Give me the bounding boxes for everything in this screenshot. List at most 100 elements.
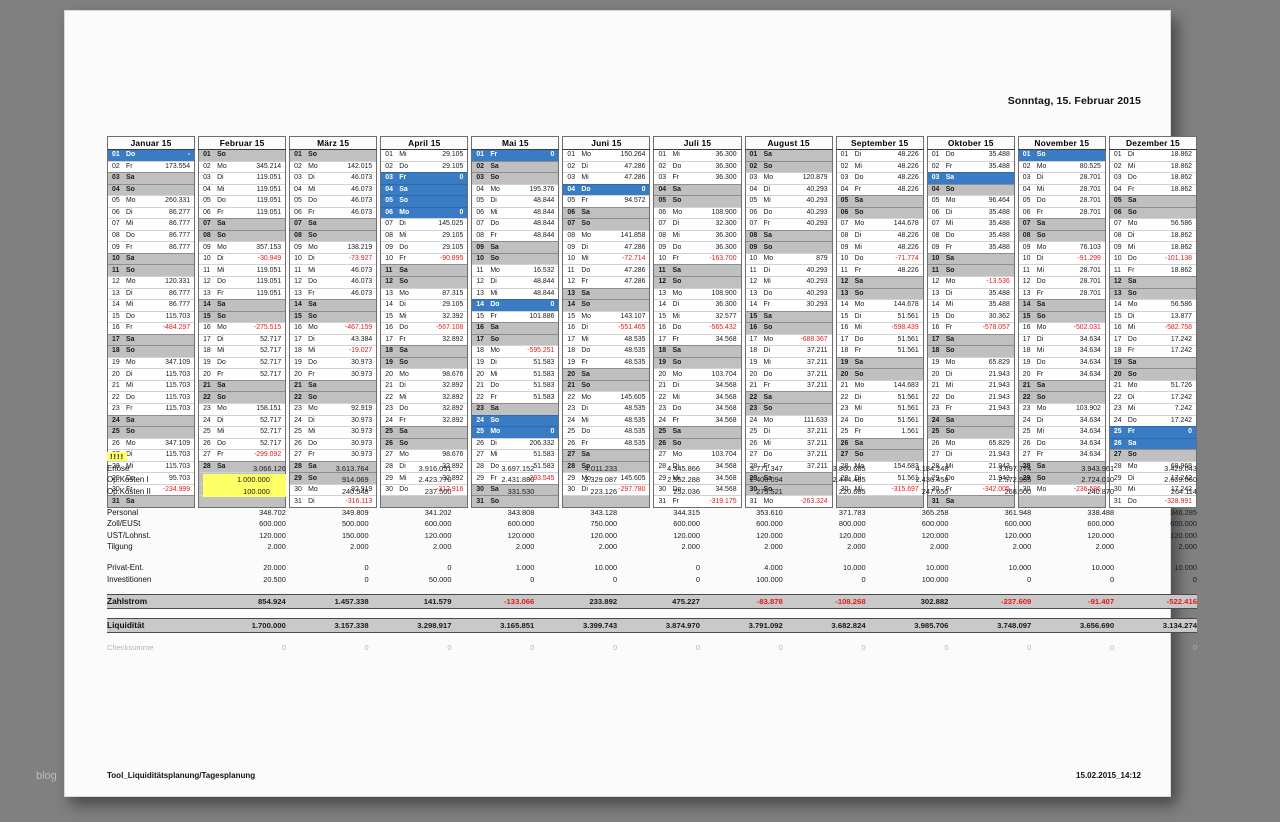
summary-cell[interactable]: -133.066: [451, 593, 535, 609]
day-cell[interactable]: 14 Sa: [289, 299, 378, 312]
day-cell[interactable]: 22 Fr 51.583: [471, 391, 560, 404]
day-cell[interactable]: 10 Di -91.299: [1017, 252, 1106, 265]
day-cell[interactable]: 04 Mi 46.073: [289, 183, 378, 196]
summary-cell[interactable]: 4.011.233: [584, 463, 618, 473]
day-cell[interactable]: 11 Sa: [380, 264, 469, 277]
summary-cell[interactable]: 1.000: [515, 563, 535, 573]
day-cell[interactable]: 06 Do 40.293: [744, 206, 833, 219]
summary-cell[interactable]: 854.924: [203, 593, 286, 609]
summary-cell[interactable]: 600.000: [424, 519, 452, 529]
summary-cell[interactable]: 0: [1192, 574, 1197, 584]
day-cell[interactable]: 01 Mo 150.264: [562, 149, 651, 162]
day-cell[interactable]: 17 Do 51.561: [835, 333, 924, 346]
day-cell[interactable]: 20 Di 21.943: [926, 368, 1015, 381]
day-cell[interactable]: 02 Do 36.300: [653, 160, 742, 173]
day-cell[interactable]: 19 So: [653, 356, 742, 369]
day-cell[interactable]: 03 Fr 0: [380, 172, 469, 185]
summary-cell[interactable]: 3.298.917: [368, 617, 452, 633]
summary-cell[interactable]: 0: [281, 643, 286, 653]
day-cell[interactable]: 26 Mi 37.211: [744, 437, 833, 450]
summary-cell[interactable]: 0: [364, 574, 369, 584]
day-cell[interactable]: 26 Di 206.332: [471, 437, 560, 450]
day-cell[interactable]: 19 Mo 65.829: [926, 356, 1015, 369]
day-cell[interactable]: 06 Di 86.277: [106, 206, 196, 219]
summary-cell[interactable]: 150.000: [341, 530, 369, 540]
day-cell[interactable]: 26 Do 30.973: [289, 437, 378, 450]
day-cell[interactable]: 04 Mo 195.376: [471, 183, 560, 196]
day-cell[interactable]: 01 Do -: [106, 149, 196, 162]
summary-cell[interactable]: 2.609.060: [1164, 475, 1197, 485]
day-cell[interactable]: 28 Di 34.568: [653, 460, 742, 473]
day-cell[interactable]: 23 Mo 103.902: [1017, 403, 1106, 416]
day-cell[interactable]: 02 Mi 48.226: [835, 160, 924, 173]
summary-cell[interactable]: 120.000: [590, 530, 618, 540]
day-cell[interactable]: 22 Do 21.943: [926, 391, 1015, 404]
day-cell[interactable]: 04 So: [106, 183, 196, 196]
summary-cell[interactable]: 20.500: [263, 574, 286, 584]
day-cell[interactable]: 16 Mo -502.031: [1017, 322, 1106, 335]
summary-cell[interactable]: 247.650: [921, 487, 949, 497]
day-cell[interactable]: 22 Di 17.242: [1108, 391, 1198, 404]
summary-cell[interactable]: 2.423.770: [418, 475, 452, 485]
day-cell[interactable]: 10 Mi -72.714: [562, 252, 651, 265]
day-cell[interactable]: 17 Di 34.634: [1017, 333, 1106, 346]
day-cell[interactable]: 06 Di 35.488: [926, 206, 1015, 219]
summary-cell[interactable]: 0: [364, 643, 369, 653]
day-cell[interactable]: 11 Fr 18.862: [1108, 264, 1198, 277]
day-cell[interactable]: 07 Di 145.025: [380, 218, 469, 231]
summary-cell[interactable]: 2.000: [267, 542, 286, 552]
day-cell[interactable]: 10 So: [471, 252, 560, 265]
day-cell[interactable]: 15 Do 30.362: [926, 310, 1015, 323]
summary-cell[interactable]: 220.685: [838, 487, 866, 497]
day-cell[interactable]: 14 Di 36.300: [653, 299, 742, 312]
day-cell[interactable]: 21 Mo 144.683: [835, 379, 924, 392]
day-cell[interactable]: 18 So: [926, 345, 1015, 358]
day-cell[interactable]: 17 Mi 48.535: [562, 333, 651, 346]
day-cell[interactable]: 12 Sa: [835, 276, 924, 289]
day-cell[interactable]: 12 Do 119.051: [198, 276, 287, 289]
summary-cell[interactable]: 600.000: [673, 519, 700, 529]
day-cell[interactable]: 17 Mo -688.367: [744, 333, 833, 346]
day-cell[interactable]: 14 Mo 144.678: [835, 299, 924, 312]
summary-cell[interactable]: 240.548: [341, 487, 369, 497]
day-cell[interactable]: 08 Di 48.226: [835, 229, 924, 242]
day-cell[interactable]: 24 Fr 32.892: [380, 414, 469, 427]
day-cell[interactable]: 24 Mo 111.633: [744, 414, 833, 427]
summary-cell[interactable]: 275.521: [756, 487, 783, 497]
day-cell[interactable]: 03 Mo 120.879: [744, 172, 833, 185]
day-cell[interactable]: 25 Fr 0: [1108, 426, 1198, 439]
day-cell[interactable]: 28 Do 51.583: [471, 460, 560, 473]
day-cell[interactable]: 09 So: [744, 241, 833, 254]
day-cell[interactable]: 17 Fr 34.568: [653, 333, 742, 346]
summary-cell[interactable]: -237.609: [948, 593, 1032, 609]
day-cell[interactable]: 05 So: [380, 195, 469, 208]
summary-cell[interactable]: 3.985.706: [865, 617, 949, 633]
summary-cell[interactable]: 120.000: [1087, 530, 1115, 540]
day-cell[interactable]: 17 Sa: [106, 333, 196, 346]
day-cell[interactable]: 28 Sa: [1017, 460, 1106, 473]
summary-cell[interactable]: 0: [695, 574, 700, 584]
summary-cell[interactable]: 2.431.880: [501, 475, 535, 485]
day-cell[interactable]: 13 Mo 87.315: [380, 287, 469, 300]
day-cell[interactable]: 04 Mi 119.051: [198, 183, 287, 196]
day-cell[interactable]: 31 So: [471, 495, 560, 508]
summary-cell[interactable]: 10.000: [925, 563, 949, 573]
day-cell[interactable]: 08 Do 35.488: [926, 229, 1015, 242]
day-cell[interactable]: 08 Mo 141.858: [562, 229, 651, 242]
day-cell[interactable]: 08 So: [198, 229, 287, 242]
day-cell[interactable]: 24 So: [471, 414, 560, 427]
day-cell[interactable]: 07 Mi 35.488: [926, 218, 1015, 231]
day-cell[interactable]: 18 Fr 51.561: [835, 345, 924, 358]
summary-cell[interactable]: 2.000: [1012, 542, 1032, 552]
day-cell[interactable]: 27 Mi 51.583: [471, 449, 560, 462]
day-cell[interactable]: 30 Do -312.916: [380, 483, 469, 496]
summary-cell[interactable]: 264.114: [1170, 487, 1197, 497]
day-cell[interactable]: 12 Do 46.073: [289, 276, 378, 289]
summary-cell[interactable]: 800.000: [838, 519, 866, 529]
day-cell[interactable]: 07 Mo 144.678: [835, 218, 924, 231]
day-cell[interactable]: 28 Sa: [198, 460, 287, 473]
summary-cell[interactable]: 1.457.338: [285, 593, 369, 609]
day-cell[interactable]: 05 Di 48.844: [471, 195, 560, 208]
summary-cell[interactable]: 2.000: [1095, 542, 1115, 552]
summary-cell[interactable]: 0: [1109, 643, 1115, 653]
